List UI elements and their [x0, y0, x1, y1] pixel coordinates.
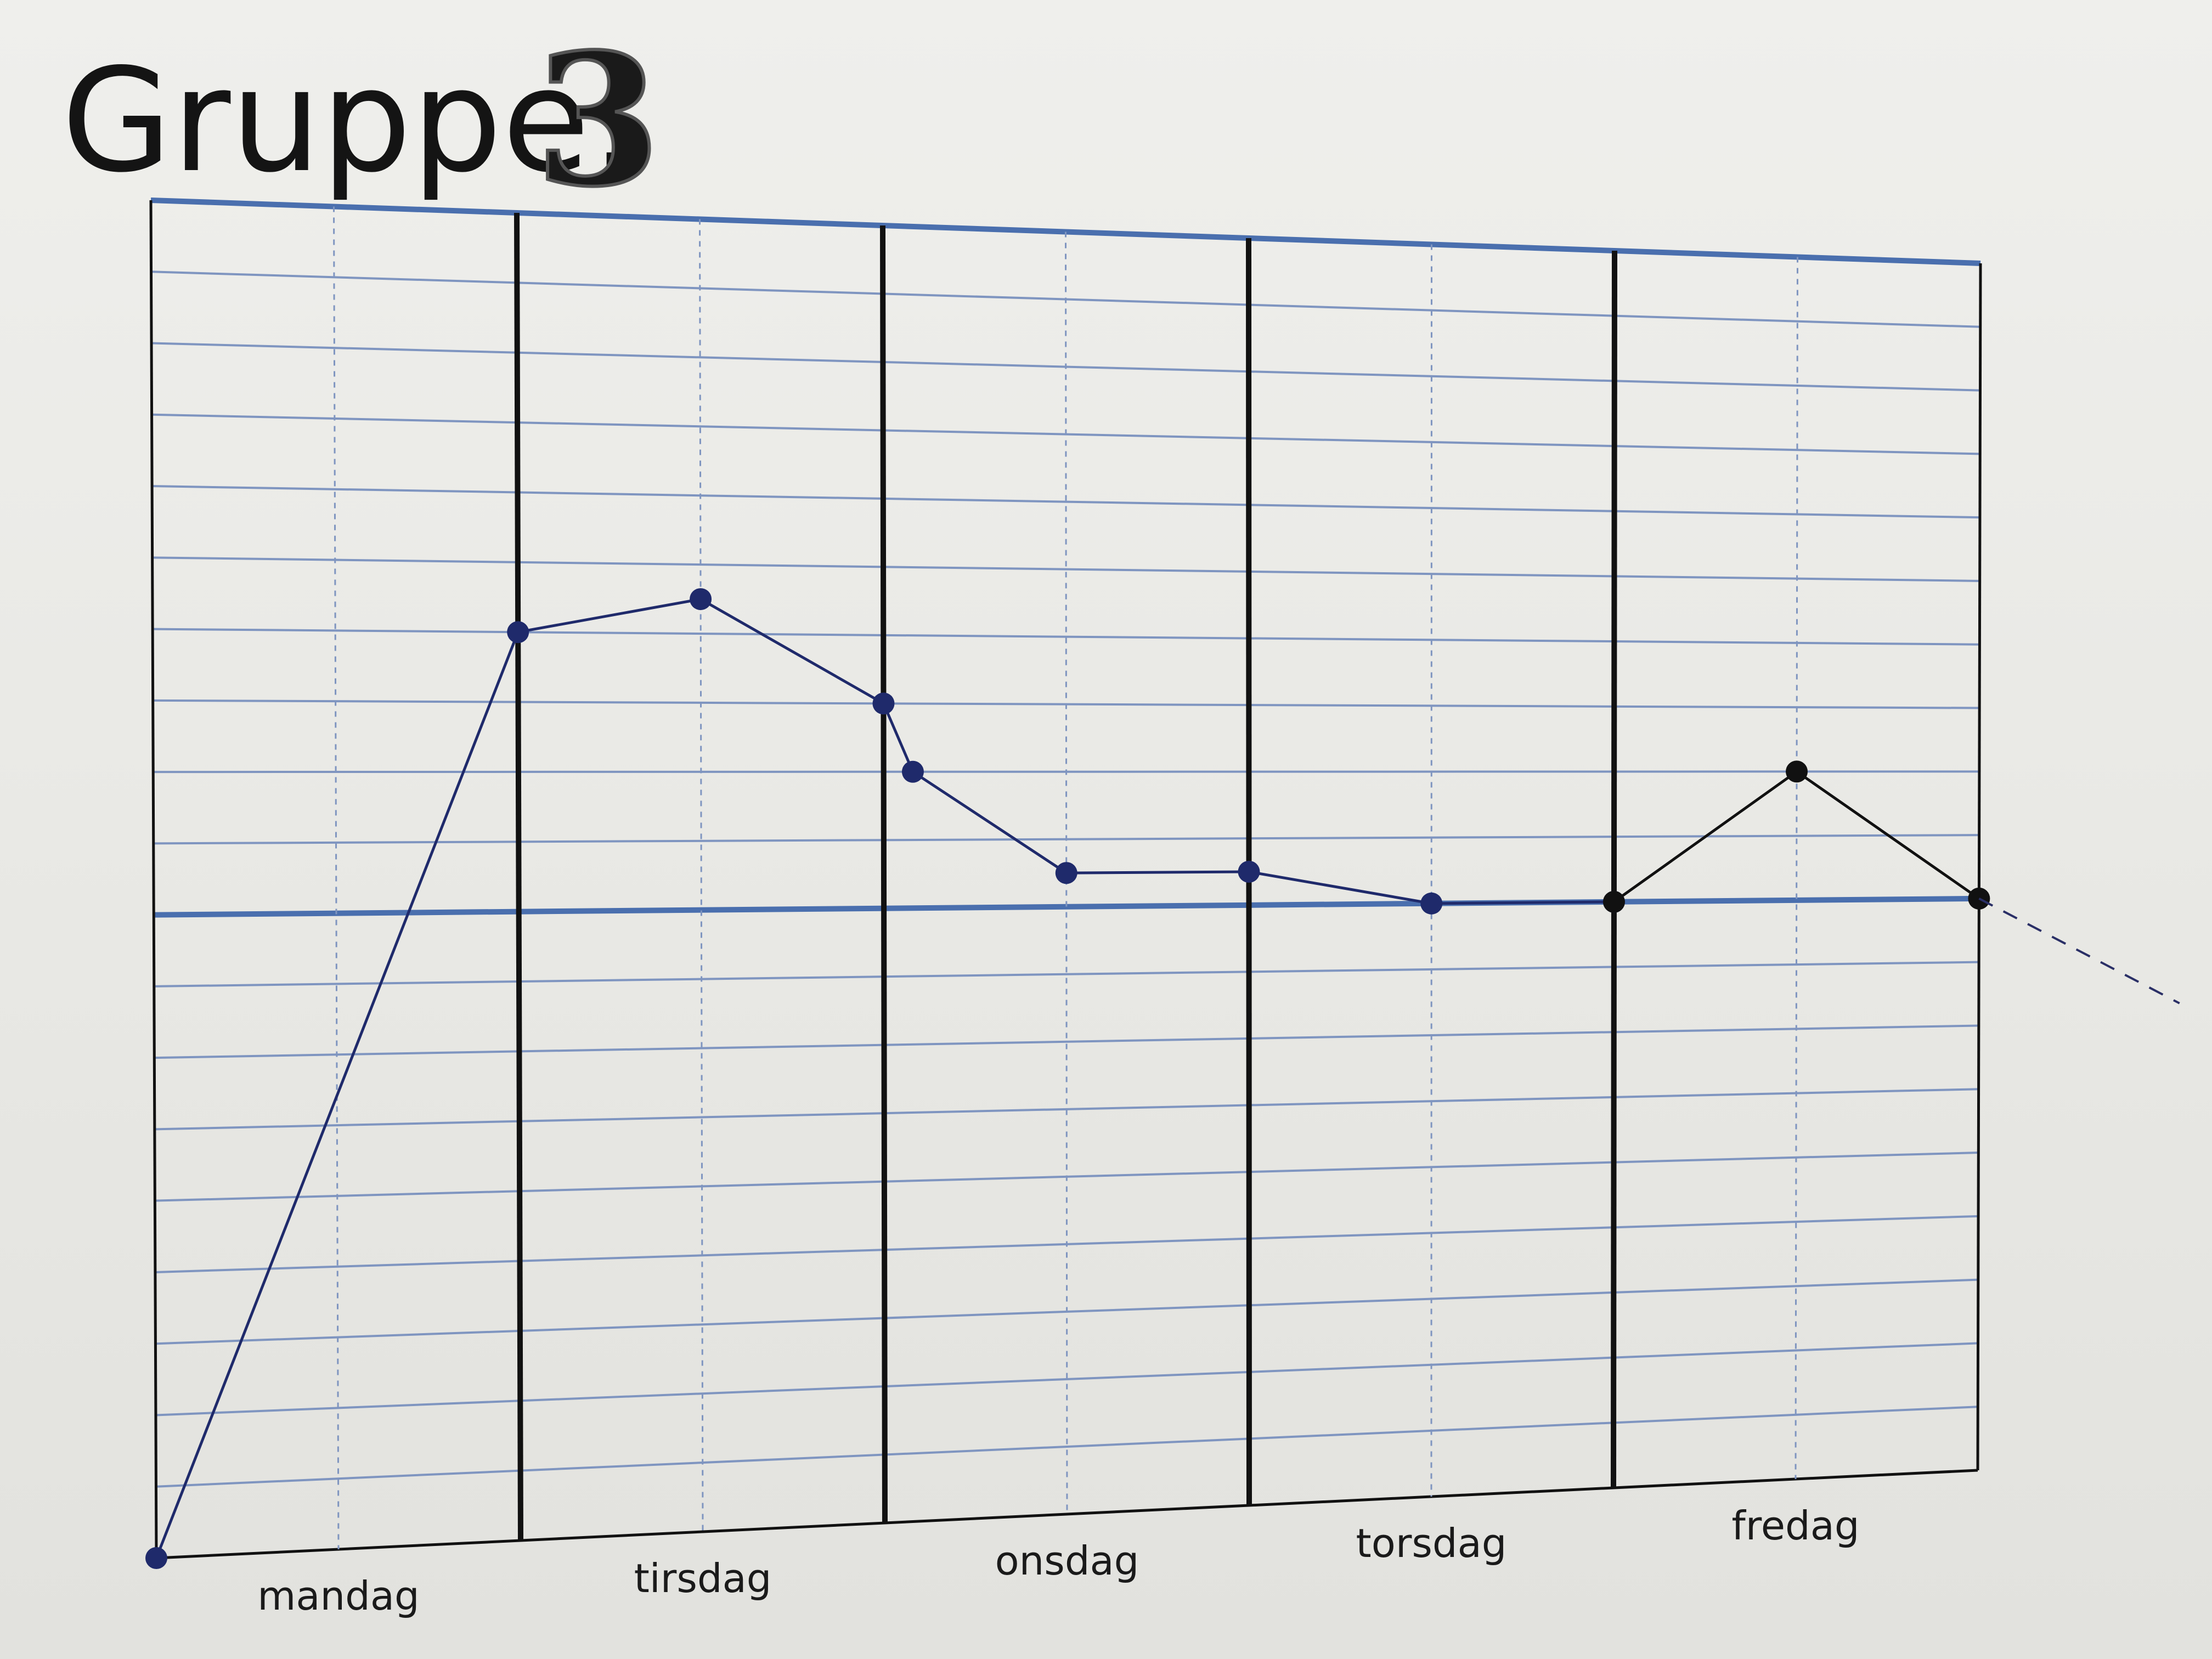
reference-line: [154, 895, 1979, 918]
chart-grid: [149, 198, 1982, 1560]
chart-title: Gruppe: 3: [61, 12, 663, 228]
data-point: [901, 760, 924, 783]
horizontal-gridline: [152, 556, 1980, 582]
data-point: [1786, 760, 1808, 783]
half-day-gridline: [333, 206, 340, 1550]
plot-border: [1976, 263, 1982, 1471]
horizontal-gridline: [156, 1469, 1978, 1560]
horizontal-gridline: [154, 1088, 1979, 1131]
data-point: [1602, 890, 1625, 913]
x-tick-label-fredag: fredag: [1731, 1503, 1859, 1549]
x-tick-label-tirsdag: tirsdag: [634, 1555, 772, 1601]
horizontal-gridline: [153, 628, 1980, 646]
data-point: [1238, 861, 1260, 883]
day-divider: [514, 212, 523, 1541]
x-tick-label-torsdag: torsdag: [1356, 1520, 1507, 1566]
horizontal-gridline: [154, 961, 1979, 988]
group-number: 3: [535, 14, 661, 227]
day-divider: [880, 225, 888, 1523]
dashed-extension-line: [1978, 898, 2180, 1005]
day-divider: [1611, 250, 1617, 1488]
horizontal-gridline: [156, 1406, 1978, 1488]
horizontal-gridline: [152, 485, 1980, 519]
plot-border: [149, 200, 158, 1559]
data-point: [1055, 862, 1077, 884]
data-point: [145, 1547, 167, 1569]
data-point: [872, 692, 895, 715]
horizontal-gridline: [154, 1024, 1979, 1059]
x-tick-label-mandag: mandag: [257, 1573, 419, 1619]
x-tick-labels: mandag tirsdag onsdag torsdag fredag: [257, 1503, 1859, 1619]
half-day-gridline: [699, 219, 704, 1532]
chart-series: [145, 588, 2180, 1569]
horizontal-gridline: [155, 1342, 1978, 1417]
half-day-gridline: [1795, 257, 1798, 1480]
title-label: Gruppe:: [61, 38, 638, 204]
half-day-gridline: [1430, 244, 1432, 1497]
x-tick-label-onsdag: onsdag: [995, 1538, 1139, 1584]
data-point: [507, 621, 529, 644]
data-point: [690, 588, 712, 611]
data-point: [1420, 892, 1443, 915]
